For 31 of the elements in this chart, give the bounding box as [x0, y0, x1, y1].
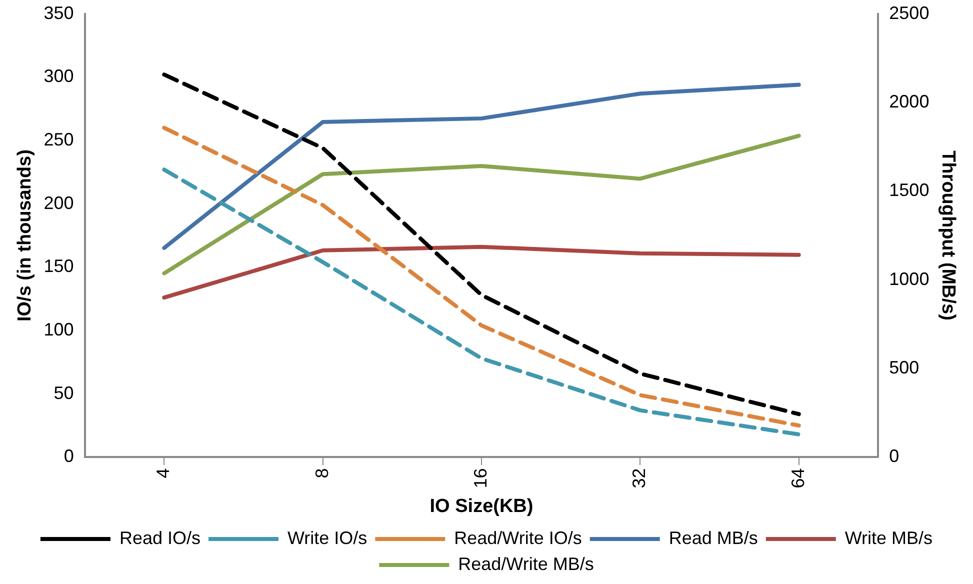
legend-label: Read IO/s: [119, 528, 200, 548]
y-tick-label: 250: [44, 129, 74, 150]
y2-tick-label: 1000: [889, 268, 930, 289]
legend-label: Read/Write IO/s: [454, 528, 582, 548]
y-tick-label: 200: [44, 192, 74, 213]
x-axis-title: IO Size(KB): [430, 496, 534, 517]
y2-tick-label: 0: [889, 446, 900, 466]
legend-label: Write IO/s: [287, 528, 368, 548]
legend-label: Write MB/s: [844, 528, 933, 548]
x-tick-label: 8: [312, 468, 332, 478]
y-tick-label: 350: [44, 2, 74, 23]
y-axis-title: IO/s (in thousands): [14, 149, 36, 322]
x-tick-label: 32: [629, 468, 650, 488]
legend-label: Read MB/s: [668, 528, 758, 548]
y2-axis-title: Throughput (MB/s): [937, 150, 958, 320]
y-tick-label: 0: [64, 446, 74, 466]
y-tick-label: 50: [54, 382, 74, 403]
line-series: [162, 72, 801, 416]
x-tick-label: 64: [788, 468, 808, 488]
y2-tick-label: 2500: [889, 2, 930, 23]
y-tick-label: 150: [44, 256, 74, 276]
y2-tick-label: 500: [889, 357, 920, 378]
x-tick-label: 16: [470, 468, 490, 488]
x-tick-label: 4: [153, 468, 174, 478]
line-series: [162, 168, 801, 436]
y-tick-label: 300: [44, 66, 74, 86]
y2-tick-label: 2000: [889, 91, 930, 112]
y-tick-label: 100: [44, 319, 74, 340]
legend-label: Read/Write MB/s: [458, 554, 594, 574]
line-series: [162, 126, 801, 428]
y2-tick-label: 1500: [889, 180, 930, 200]
